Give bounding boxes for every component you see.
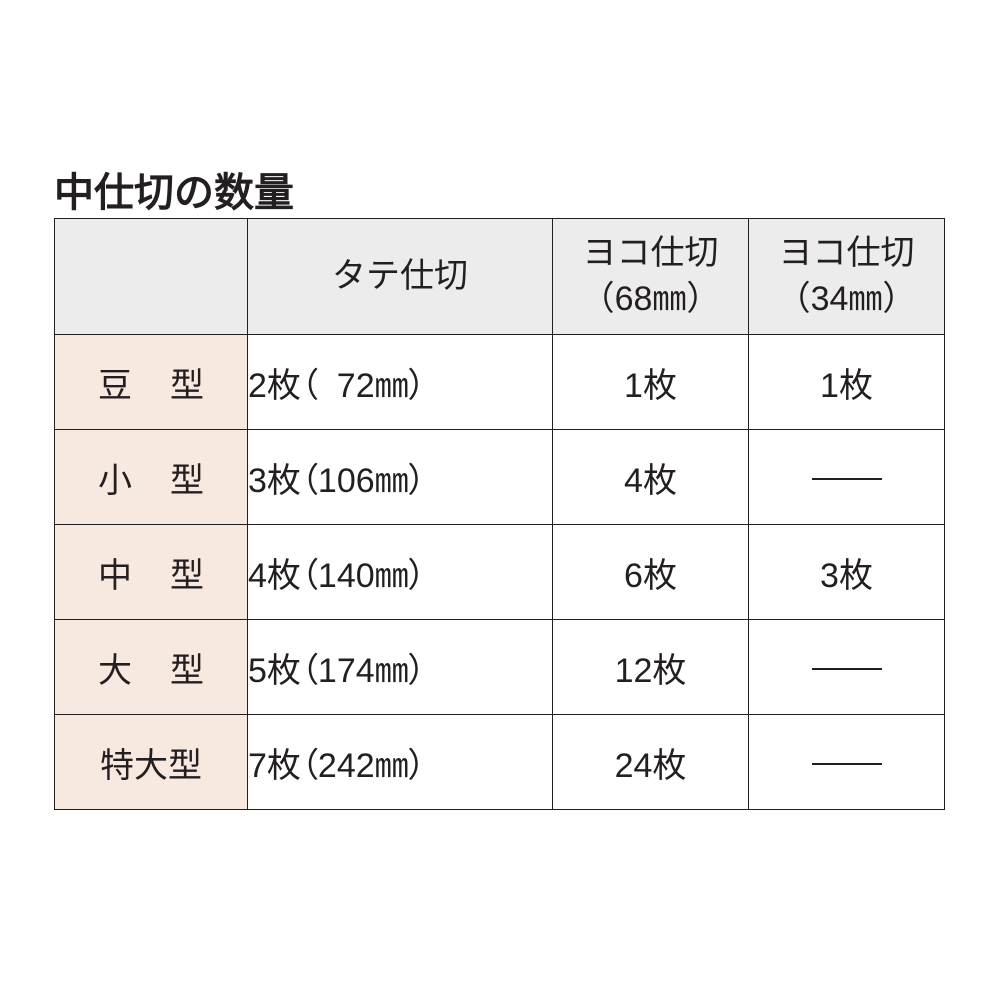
cell-tate: 7枚（242㎜）	[248, 715, 553, 810]
row-label: 豆 型	[55, 335, 248, 430]
dash-icon	[812, 478, 882, 480]
cell-yoko68: 4枚	[553, 430, 749, 525]
table-row: 中 型 4枚（140㎜） 6枚 3枚	[55, 525, 945, 620]
row-label-char: 中	[98, 548, 132, 597]
row-label-char: 小	[98, 453, 132, 502]
header-blank	[55, 219, 248, 335]
header-yoko68: ヨコ仕切（68㎜）	[553, 219, 749, 335]
cell-yoko68: 1枚	[553, 335, 749, 430]
cell-yoko68: 6枚	[553, 525, 749, 620]
header-yoko34: ヨコ仕切（34㎜）	[749, 219, 945, 335]
cell-yoko34	[749, 620, 945, 715]
table-header-row: タテ仕切 ヨコ仕切（68㎜） ヨコ仕切（34㎜）	[55, 219, 945, 335]
row-label: 大 型	[55, 620, 248, 715]
table-row: 大 型 5枚（174㎜） 12枚	[55, 620, 945, 715]
cell-tate: 3枚（106㎜）	[248, 430, 553, 525]
cell-tate: 5枚（174㎜）	[248, 620, 553, 715]
cell-yoko34: 3枚	[749, 525, 945, 620]
row-label: 小 型	[55, 430, 248, 525]
table-title: 中仕切の数量	[54, 160, 294, 218]
row-label: 特大型	[55, 715, 248, 810]
cell-yoko34	[749, 430, 945, 525]
row-label-char: 型	[170, 358, 204, 407]
table-row: 豆 型 2枚（ 72㎜） 1枚 1枚	[55, 335, 945, 430]
table-row: 小 型 3枚（106㎜） 4枚	[55, 430, 945, 525]
row-label-char: 大	[98, 643, 132, 692]
cell-yoko68: 24枚	[553, 715, 749, 810]
header-tate: タテ仕切	[248, 219, 553, 335]
table-row: 特大型 7枚（242㎜） 24枚	[55, 715, 945, 810]
cell-yoko34: 1枚	[749, 335, 945, 430]
cell-tate: 4枚（140㎜）	[248, 525, 553, 620]
row-label-text: 特大型	[100, 747, 202, 785]
row-label-char: 型	[170, 548, 204, 597]
dash-icon	[812, 763, 882, 765]
row-label-char: 型	[170, 453, 204, 502]
divider-quantity-table: タテ仕切 ヨコ仕切（68㎜） ヨコ仕切（34㎜） 豆 型 2枚（ 72㎜） 1枚…	[54, 218, 945, 810]
row-label-char: 豆	[98, 358, 132, 407]
page: 中仕切の数量 タテ仕切 ヨコ仕切（68㎜） ヨコ仕切（34㎜） 豆 型 2枚（ …	[0, 0, 1000, 1000]
row-label-char: 型	[170, 643, 204, 692]
cell-tate: 2枚（ 72㎜）	[248, 335, 553, 430]
dash-icon	[812, 668, 882, 670]
row-label: 中 型	[55, 525, 248, 620]
cell-yoko68: 12枚	[553, 620, 749, 715]
cell-yoko34	[749, 715, 945, 810]
